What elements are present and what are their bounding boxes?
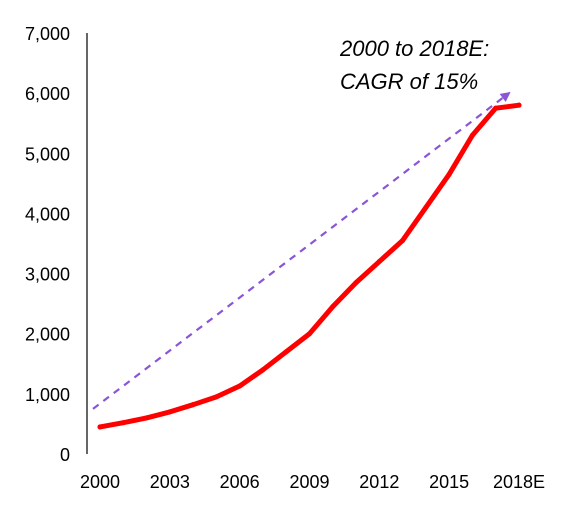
data-point — [330, 304, 336, 310]
y-tick-label: 6,000 — [25, 84, 70, 104]
series-points — [97, 102, 522, 430]
y-tick-label: 3,000 — [25, 265, 70, 285]
y-axis-ticks: 0 1,000 2,000 3,000 4,000 5,000 6,000 7,000 — [25, 24, 70, 465]
data-point — [120, 420, 126, 426]
x-tick-label: 2003 — [150, 472, 190, 492]
y-tick-label: 4,000 — [25, 204, 70, 224]
data-point — [423, 204, 429, 210]
cagr-trend-arrow — [92, 91, 511, 410]
y-tick-label: 7,000 — [25, 24, 70, 44]
data-point — [516, 102, 522, 108]
cagr-annotation-line2: CAGR of 15% — [340, 69, 478, 94]
data-point — [283, 349, 289, 355]
data-point — [167, 409, 173, 415]
data-point — [376, 259, 382, 265]
y-tick-label: 5,000 — [25, 144, 70, 164]
cagr-annotation-line1: 2000 to 2018E: — [339, 36, 489, 61]
y-tick-label: 1,000 — [25, 385, 70, 405]
data-point — [190, 402, 196, 408]
data-point — [469, 132, 475, 138]
x-tick-label: 2012 — [359, 472, 399, 492]
x-tick-label: 2009 — [289, 472, 329, 492]
x-tick-label: 2000 — [80, 472, 120, 492]
data-point — [97, 424, 103, 430]
data-point — [307, 331, 312, 337]
data-point — [260, 367, 266, 373]
x-tick-label: 2015 — [429, 472, 469, 492]
data-point — [144, 415, 150, 421]
y-tick-label: 0 — [60, 445, 70, 465]
y-tick-label: 2,000 — [25, 325, 70, 345]
series-line — [97, 102, 522, 430]
data-point — [353, 280, 359, 286]
data-point — [213, 394, 219, 400]
x-axis-ticks: 2000 2003 2006 2009 2012 2015 2018E — [80, 472, 545, 492]
x-tick-label: 2006 — [220, 472, 260, 492]
data-point — [446, 171, 452, 177]
x-tick-label: 2018E — [493, 472, 545, 492]
data-point — [493, 105, 499, 111]
data-point — [237, 383, 243, 389]
data-point — [400, 237, 406, 243]
